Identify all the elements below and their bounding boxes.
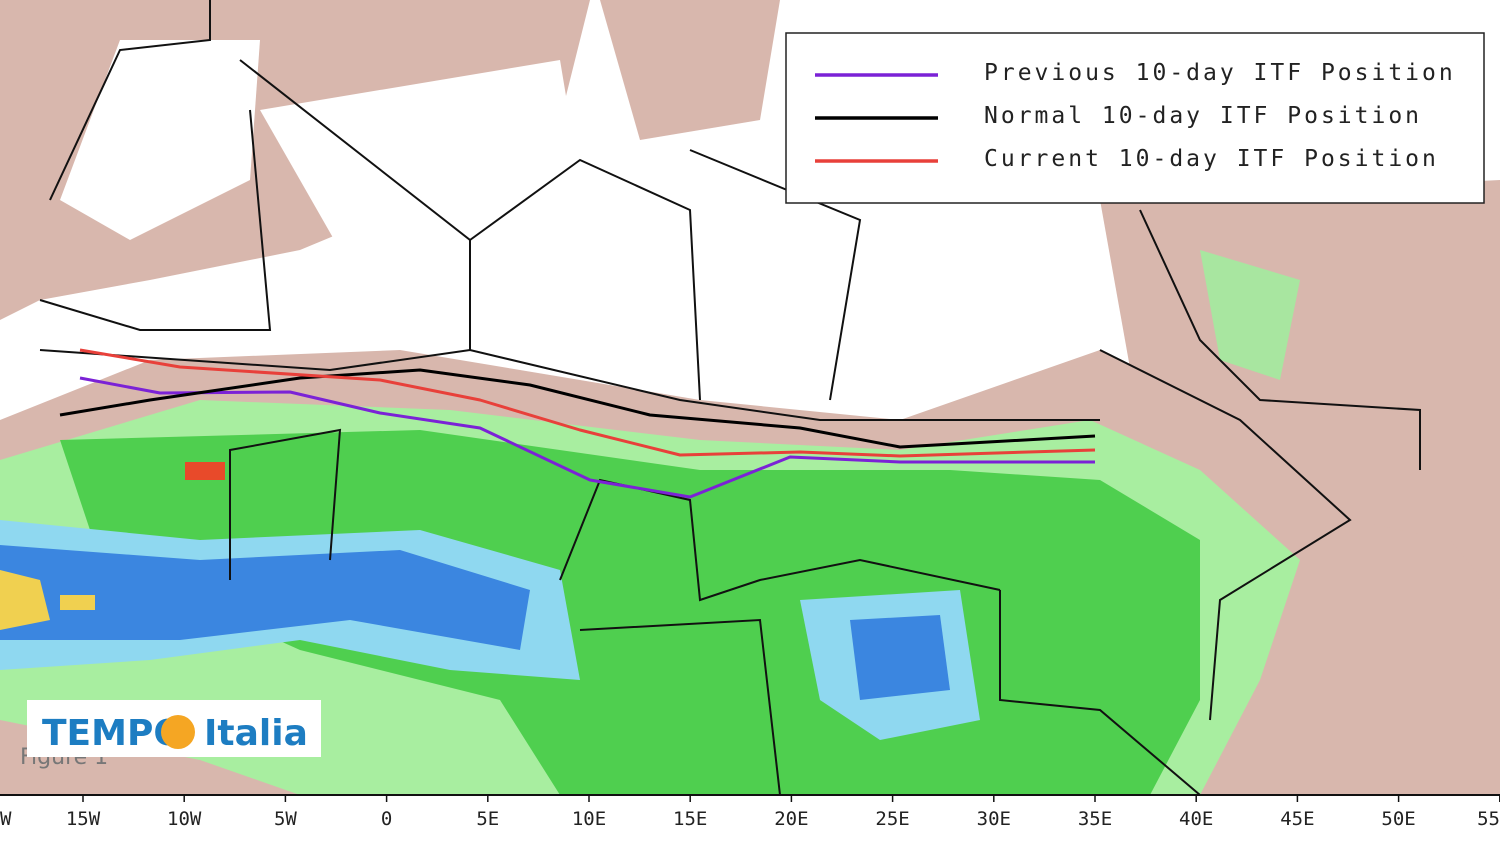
- x-tick-label: 15E: [673, 808, 707, 830]
- legend: Previous 10-day ITF Position Normal 10-da…: [815, 60, 1456, 172]
- current-itf-line: [79, 348, 1096, 458]
- logo-suffix: Italia: [204, 713, 308, 754]
- x-axis: W 15W 10W 5W 0 5E 10E 15E 20E 25E 30E 35E 40E 45E 50E 5…: [0, 795, 1500, 830]
- x-tick-label: 20E: [774, 808, 808, 830]
- x-tick-label: W: [0, 808, 12, 830]
- x-tick-label: 5E: [476, 808, 499, 830]
- x-tick-label: 40E: [1179, 808, 1213, 830]
- x-tick-label: 5W: [274, 808, 297, 830]
- x-tick-label: 30E: [977, 808, 1011, 830]
- x-tick-label: 45E: [1280, 808, 1314, 830]
- x-tick-label: 0: [381, 808, 392, 830]
- x-tick-label: 55: [1477, 808, 1500, 830]
- normal-itf-line: [59, 368, 1096, 449]
- x-tick-label: 25E: [875, 808, 909, 830]
- x-tick-label: 35E: [1078, 808, 1112, 830]
- legend-label: Normal 10-day ITF Position: [984, 103, 1422, 129]
- precipitation-field: [0, 0, 1500, 795]
- logo-brand: TEMPO: [42, 713, 184, 754]
- x-tick-label: 10E: [572, 808, 606, 830]
- logo-sun: [161, 715, 195, 749]
- legend-label: Previous 10-day ITF Position: [984, 60, 1456, 86]
- axis-strip: [0, 795, 1500, 844]
- itf-lines: [59, 348, 1096, 499]
- country-borders: [39, 0, 1421, 796]
- previous-itf-line: [79, 376, 1095, 499]
- x-tick-label: 10W: [167, 808, 202, 830]
- x-tick-label: 15W: [66, 808, 101, 830]
- x-tick-label: 50E: [1381, 808, 1415, 830]
- legend-label: Current 10-day ITF Position: [984, 146, 1439, 172]
